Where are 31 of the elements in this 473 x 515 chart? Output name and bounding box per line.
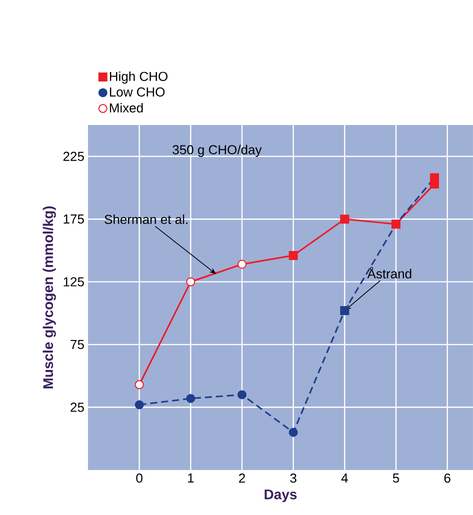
point — [288, 428, 298, 437]
annotation: Åstrand — [367, 266, 412, 278]
point — [391, 220, 400, 229]
y-tick-label: 225 — [63, 152, 84, 161]
x-tick-label: 2 — [239, 474, 245, 483]
point — [288, 250, 298, 260]
annotation: Sherman et al. — [104, 214, 188, 224]
point — [237, 260, 246, 269]
y-axis-title: Muscle glycogen (mmol/kg) — [42, 206, 56, 388]
y-tick-label: 25 — [70, 402, 84, 412]
x-tick-label: 5 — [392, 474, 400, 483]
point — [186, 277, 196, 286]
x-tick-label: 4 — [341, 474, 348, 482]
point — [134, 400, 144, 410]
point — [186, 394, 196, 403]
point — [237, 390, 246, 400]
y-tick-label: 175 — [64, 214, 84, 224]
legend-label: Mixed — [110, 102, 143, 113]
x-tick-label: 6 — [444, 474, 450, 483]
point — [134, 380, 144, 390]
point — [430, 173, 439, 182]
x-tick-label: 3 — [290, 474, 296, 483]
point — [340, 214, 350, 224]
y-tick-label: 125 — [64, 277, 84, 286]
legend-label: High CHO — [110, 71, 168, 84]
annotation: 350 g CHO/day — [172, 144, 262, 157]
y-tick-label: 75 — [70, 340, 84, 350]
x-tick-label: 0 — [136, 474, 142, 483]
x-tick-label: 1 — [188, 474, 194, 482]
x-axis-title: Days — [264, 490, 297, 502]
legend-label: Low CHO — [110, 87, 165, 97]
